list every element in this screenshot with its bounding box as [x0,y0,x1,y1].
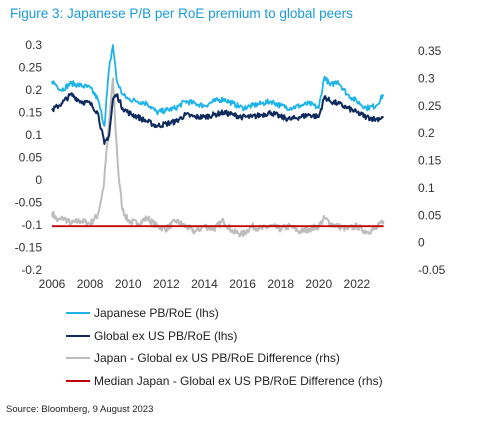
x-tick-label: 2010 [115,277,142,291]
legend-label: Median Japan - Global ex US PB/RoE Diffe… [94,374,383,389]
x-tick-label: 2008 [77,277,104,291]
legend-item-japanese-pb-roe: Japanese PB/RoE (lhs) [66,306,383,329]
chart-axes: -0.2 -0.15 -0.1 -0.05 0 0.05 0.1 0.15 0.2 0.25 0.3… [15,38,446,291]
legend-item-difference: Japan - Global ex US PB/RoE Difference (… [66,351,383,374]
y-left-tick-label: 0.3 [25,38,42,52]
y-left-tick-label: 0 [35,173,42,187]
x-tick-label: 2014 [191,277,218,291]
x-tick-label: 2006 [39,277,66,291]
y-left-tick-label: -0.2 [21,263,42,277]
x-tick-label: 2016 [229,277,256,291]
legend-label: Global ex US PB/RoE (lhs) [94,328,238,343]
x-tick-label: 2012 [153,277,180,291]
legend-swatch [66,379,90,382]
y-left-tick-label: -0.05 [15,196,43,210]
x-tick-label: 2020 [305,277,332,291]
source-note: Source: Bloomberg, 9 August 2023 [6,404,154,415]
y-right-tick-label: -0.05 [418,263,446,277]
y-left-tick-label: -0.15 [15,241,43,255]
legend-swatch [66,311,90,314]
series-line-difference [51,77,385,238]
y-left-tick-label: 0.25 [19,61,43,75]
y-left-tick-label: 0.2 [25,83,42,97]
legend-swatch [66,334,90,337]
legend-label: Japanese PB/RoE (lhs) [94,306,219,320]
y-right-tick-label: 0.25 [418,99,442,113]
legend-swatch [66,357,90,360]
x-tick-label: 2022 [344,277,371,291]
y-left-tick-label: 0.05 [19,151,43,165]
x-tick-label: 2018 [267,277,294,291]
y-right-tick-label: 0 [418,236,425,250]
series-line-japanese-pb-roe [51,44,385,127]
y-right-tick-label: 0.35 [418,44,442,58]
legend-item-median-difference: Median Japan - Global ex US PB/RoE Diffe… [66,374,383,397]
y-left-tick-label: 0.15 [19,106,43,120]
line-chart: -0.2 -0.15 -0.1 -0.05 0 0.05 0.1 0.15 0.2 0.25 0.3… [15,38,446,291]
chart-series [51,44,385,238]
y-right-tick-label: 0.05 [418,208,442,222]
chart-legend: Japanese PB/RoE (lhs) Global ex US PB/RoE… [66,306,383,397]
series-line-global-ex-us-pb-roe [51,92,384,145]
y-right-tick-label: 0.15 [418,154,442,168]
y-right-tick-label: 0.3 [418,71,435,85]
y-right-tick-label: 0.1 [418,181,435,195]
legend-label: Japan - Global ex US PB/RoE Difference (… [94,351,340,366]
legend-item-global-ex-us-pb-roe: Global ex US PB/RoE (lhs) [66,329,383,352]
y-left-tick-label: -0.1 [21,218,42,232]
figure-title: Figure 3: Japanese P/B per RoE premium t… [10,6,353,21]
y-left-tick-label: 0.1 [25,128,42,142]
y-right-tick-label: 0.2 [418,126,435,140]
